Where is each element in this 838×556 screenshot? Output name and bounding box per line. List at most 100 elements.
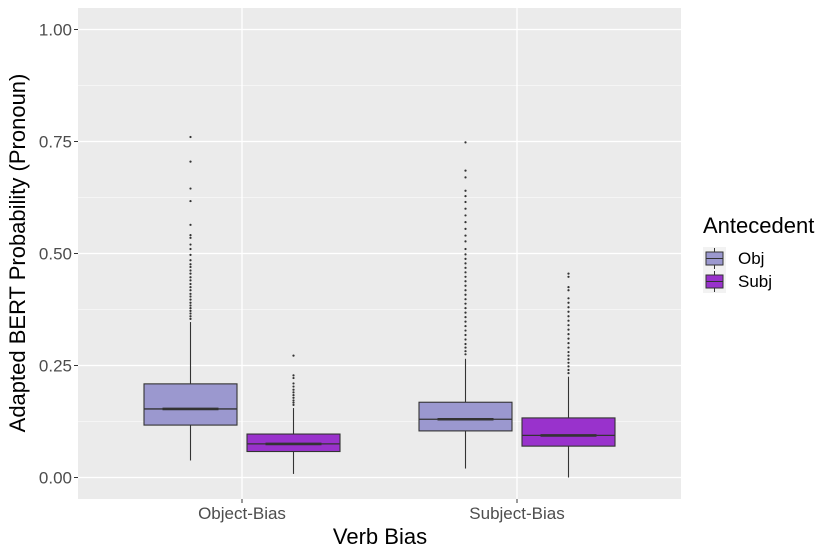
outlier-point [464, 240, 467, 243]
y-tick-label: 1.00 [39, 21, 72, 40]
outlier-point [292, 399, 295, 402]
outlier-point [567, 324, 570, 327]
outlier-point [464, 189, 467, 192]
outlier-point [464, 271, 467, 274]
outlier-point [567, 286, 570, 289]
y-axis-title: Adapted BERT Probability (Pronoun) [5, 74, 30, 433]
outlier-point [292, 374, 295, 377]
outlier-point [189, 247, 192, 251]
outlier-point [189, 272, 192, 275]
outlier-point [464, 346, 467, 349]
outlier-point [464, 289, 467, 292]
outlier-point [567, 272, 570, 275]
outlier-point [464, 275, 467, 278]
outlier-point [567, 346, 570, 349]
outlier-point [292, 388, 295, 391]
outlier-point [464, 214, 467, 217]
box-obj-subject-bias [418, 141, 513, 469]
box-layer [143, 135, 616, 478]
outlier-point [189, 282, 192, 286]
outlier-point [189, 289, 192, 292]
outlier-point [189, 259, 192, 262]
outlier-point [189, 269, 192, 272]
outlier-point [567, 297, 570, 300]
outlier-point [464, 253, 467, 256]
outlier-point [567, 306, 570, 309]
outlier-point [464, 247, 467, 251]
legend-title: Antecedent [703, 213, 814, 238]
outlier-point [189, 236, 192, 239]
grid-lines [78, 8, 681, 499]
outlier-point [567, 337, 570, 340]
outlier-point [292, 354, 295, 357]
outlier-point [189, 160, 192, 163]
outlier-point [464, 307, 467, 310]
outlier-point [464, 200, 467, 204]
outlier-point [567, 289, 570, 292]
outlier-point [189, 301, 192, 304]
outlier-point [567, 310, 570, 313]
x-axis: Object-Bias Subject-Bias [198, 499, 565, 523]
outlier-point [464, 280, 467, 283]
outlier-point [567, 350, 570, 354]
outlier-point [567, 315, 570, 318]
outlier-point [189, 315, 192, 318]
outlier-point [189, 234, 192, 237]
outlier-point [189, 309, 192, 312]
outlier-point [464, 342, 467, 346]
y-axis: 0.00 0.25 0.50 0.75 1.00 [39, 21, 78, 488]
outlier-point [189, 292, 192, 295]
x-tick-label: Subject-Bias [469, 504, 564, 523]
x-tick-label: Object-Bias [198, 504, 286, 523]
outlier-point [189, 223, 192, 226]
outlier-point [464, 207, 467, 210]
outlier-point [464, 302, 467, 305]
outlier-point [567, 333, 570, 336]
outlier-point [292, 396, 295, 399]
outlier-point [292, 401, 295, 404]
outlier-point [567, 358, 570, 361]
outlier-point [464, 266, 467, 269]
outlier-point [292, 376, 295, 380]
box-iqr [143, 383, 238, 426]
outlier-point [464, 176, 467, 179]
box-subj-object-bias [246, 354, 341, 474]
outlier-point [189, 276, 192, 279]
outlier-point [189, 243, 192, 246]
outlier-point [464, 316, 467, 319]
box-iqr [418, 401, 513, 432]
outlier-point [464, 320, 467, 323]
outlier-point [464, 350, 467, 353]
y-tick-label: 0.25 [39, 357, 72, 376]
outlier-point [189, 298, 192, 301]
outlier-point [292, 391, 295, 394]
legend: Antecedent Obj Subj [703, 213, 814, 293]
x-axis-title: Verb Bias [333, 524, 427, 549]
outlier-point [567, 319, 570, 322]
outlier-point [189, 317, 192, 321]
outlier-point [464, 298, 467, 301]
outlier-point [567, 328, 570, 331]
outlier-point [567, 342, 570, 345]
legend-item-obj: Obj [703, 247, 764, 270]
outlier-point [464, 311, 467, 314]
y-tick-label: 0.00 [39, 469, 72, 488]
outlier-point [189, 295, 192, 298]
outlier-point [292, 393, 295, 397]
outlier-point [189, 135, 192, 139]
outlier-point [464, 227, 467, 230]
outlier-point [567, 365, 570, 368]
outlier-point [464, 293, 467, 296]
outlier-point [189, 312, 192, 315]
outlier-point [567, 372, 570, 375]
outlier-point [464, 234, 467, 237]
outlier-point [567, 301, 570, 304]
legend-label: Obj [738, 249, 764, 268]
outlier-point [292, 382, 295, 385]
legend-keys: Obj Subj [703, 247, 772, 293]
outlier-point [464, 324, 467, 328]
outlier-point [189, 304, 192, 307]
y-tick-label: 0.50 [39, 245, 72, 264]
outlier-point [567, 354, 570, 357]
outlier-point [292, 403, 295, 407]
